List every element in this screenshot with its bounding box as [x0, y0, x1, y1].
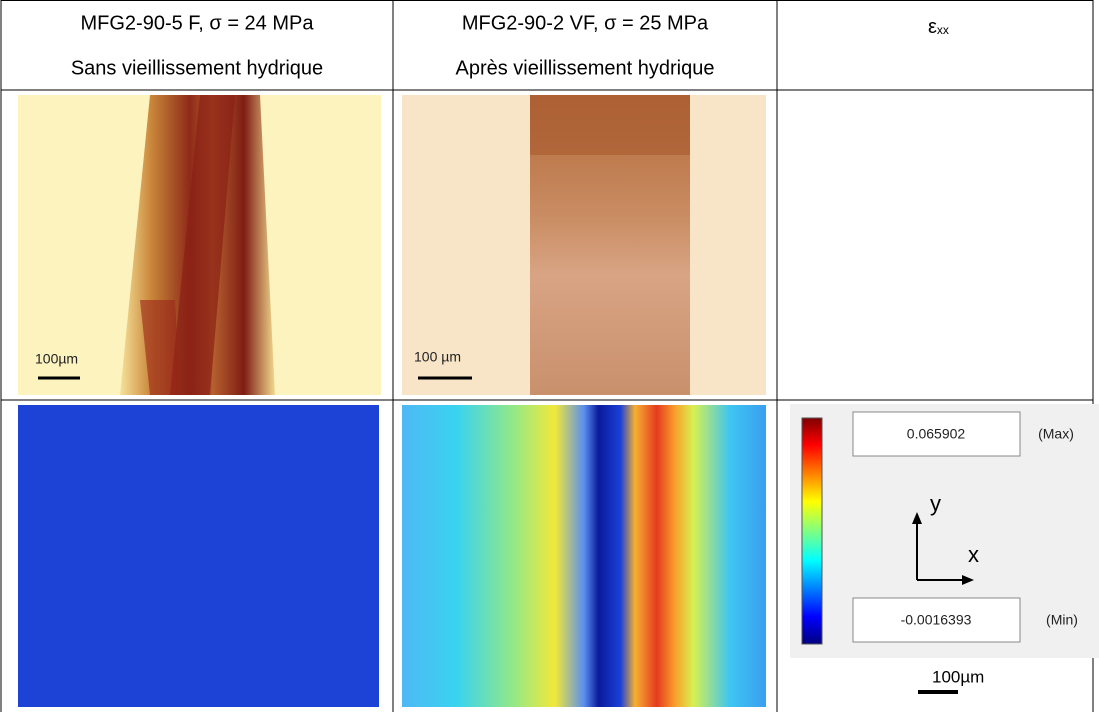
header-symbol: εxx	[928, 16, 949, 38]
subscript: xx	[937, 23, 949, 37]
scale-bar-label: 100 µm	[414, 349, 461, 365]
min-value: -0.0016393	[901, 612, 972, 628]
header-title: MFG2-90-2 VF, σ = 25 MPa	[462, 12, 709, 34]
axis-label: x	[968, 542, 979, 567]
scale-bar-label: 100µm	[35, 351, 78, 367]
scale-bar-label: 100µm	[932, 667, 984, 686]
strain-map-unaged	[18, 405, 379, 707]
min-label: (Min)	[1046, 612, 1078, 628]
strain-map-aged	[402, 405, 766, 707]
header-subtitle: Après vieillissement hydrique	[455, 57, 714, 79]
axis-label: y	[930, 491, 941, 516]
header-title: MFG2-90-5 F, σ = 24 MPa	[81, 12, 315, 34]
photo-unaged: 100µm	[18, 95, 381, 395]
photo-aged: 100 µm	[402, 95, 766, 395]
max-value: 0.065902	[907, 426, 966, 442]
colorbar-panel: 0.065902 (Max) -0.0016393 (Min) y x	[790, 404, 1099, 658]
header-subtitle: Sans vieillissement hydrique	[71, 57, 323, 79]
symbol: ε	[928, 16, 937, 38]
max-label: (Max)	[1038, 426, 1074, 442]
